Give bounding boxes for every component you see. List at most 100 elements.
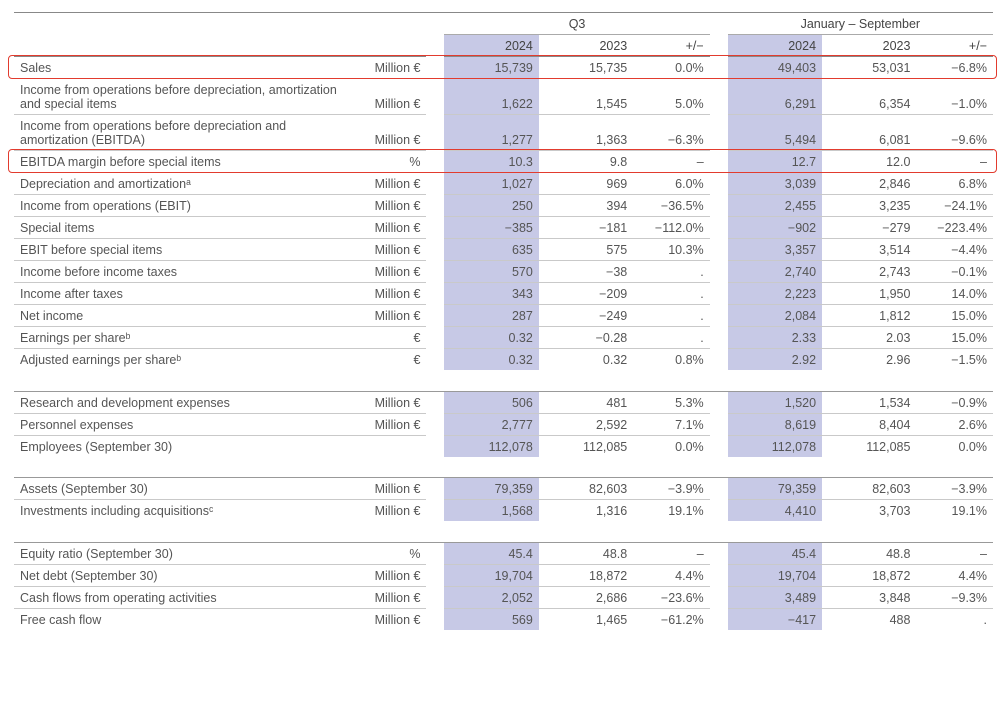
cell-q3-2023: −181 — [539, 217, 633, 239]
cell-q3-2024: 287 — [444, 305, 538, 327]
cell-ytd-2024: 8,619 — [728, 413, 822, 435]
cell-ytd-delta: 15.0% — [916, 305, 993, 327]
cell-ytd-2024: 3,357 — [728, 239, 822, 261]
cell-q3-delta: −6.3% — [633, 115, 709, 151]
cell-q3-2023: 2,686 — [539, 586, 633, 608]
cell-q3-2023: 481 — [539, 391, 633, 413]
cell-q3-delta: 0.8% — [633, 349, 709, 371]
cell-q3-2024: −385 — [444, 217, 538, 239]
cell-ytd-2023: 3,235 — [822, 195, 916, 217]
cell-ytd-2024: 3,489 — [728, 586, 822, 608]
cell-ytd-2023: 2,743 — [822, 261, 916, 283]
cell-ytd-2023: 8,404 — [822, 413, 916, 435]
cell-ytd-2024: 45.4 — [728, 542, 822, 564]
cell-q3-2024: 1,622 — [444, 79, 538, 115]
table-row: Income before income taxesMillion €570−3… — [14, 261, 993, 283]
cell-q3-delta: 0.0% — [633, 435, 709, 457]
col-q3-2023: 2023 — [539, 35, 633, 57]
cell-q3-2024: 2,777 — [444, 413, 538, 435]
cell-q3-delta: . — [633, 305, 709, 327]
row-unit: % — [353, 151, 426, 173]
cell-ytd-2023: −279 — [822, 217, 916, 239]
cell-ytd-2023: 3,703 — [822, 500, 916, 522]
row-unit: Million € — [353, 391, 426, 413]
table-row: Income from operations before depreciati… — [14, 115, 993, 151]
cell-ytd-delta: −9.3% — [916, 586, 993, 608]
table-row: Personnel expensesMillion €2,7772,5927.1… — [14, 413, 993, 435]
table-row: Free cash flowMillion €5691,465−61.2%−41… — [14, 608, 993, 630]
cell-q3-delta: – — [633, 542, 709, 564]
row-label: Free cash flow — [14, 608, 353, 630]
row-unit: Million € — [353, 478, 426, 500]
cell-q3-delta: . — [633, 327, 709, 349]
cell-ytd-2024: 6,291 — [728, 79, 822, 115]
cell-ytd-2024: 79,359 — [728, 478, 822, 500]
cell-q3-2024: 19,704 — [444, 564, 538, 586]
cell-ytd-2024: 2,455 — [728, 195, 822, 217]
cell-q3-2023: 9.8 — [539, 151, 633, 173]
cell-ytd-2024: −902 — [728, 217, 822, 239]
row-label: Cash flows from operating activities — [14, 586, 353, 608]
cell-ytd-2023: 12.0 — [822, 151, 916, 173]
row-label: Investments including acquisitionsᶜ — [14, 500, 353, 522]
cell-ytd-2024: 112,078 — [728, 435, 822, 457]
cell-q3-delta: 19.1% — [633, 500, 709, 522]
table-row: Cash flows from operating activitiesMill… — [14, 586, 993, 608]
period-q3: Q3 — [444, 13, 709, 35]
row-unit: Million € — [353, 564, 426, 586]
cell-ytd-delta: −1.5% — [916, 349, 993, 371]
row-unit: Million € — [353, 115, 426, 151]
cell-ytd-2024: 4,410 — [728, 500, 822, 522]
cell-q3-2023: −209 — [539, 283, 633, 305]
cell-ytd-delta: 15.0% — [916, 327, 993, 349]
cell-q3-delta: 6.0% — [633, 173, 709, 195]
cell-ytd-2024: 49,403 — [728, 57, 822, 79]
table-body: SalesMillion €15,73915,7350.0%49,40353,0… — [14, 57, 993, 637]
table-row: Assets (September 30)Million €79,35982,6… — [14, 478, 993, 500]
row-label: Adjusted earnings per shareᵇ — [14, 349, 353, 371]
row-unit: Million € — [353, 195, 426, 217]
cell-q3-delta: −36.5% — [633, 195, 709, 217]
row-label: Equity ratio (September 30) — [14, 542, 353, 564]
cell-q3-delta: – — [633, 151, 709, 173]
cell-q3-2023: 575 — [539, 239, 633, 261]
cell-q3-2024: 45.4 — [444, 542, 538, 564]
cell-ytd-2023: 53,031 — [822, 57, 916, 79]
cell-ytd-delta: . — [916, 608, 993, 630]
cell-ytd-delta: 19.1% — [916, 500, 993, 522]
cell-q3-2024: 0.32 — [444, 349, 538, 371]
cell-ytd-2023: 6,354 — [822, 79, 916, 115]
table-row: Employees (September 30)112,078112,0850.… — [14, 435, 993, 457]
table-row: Net debt (September 30)Million €19,70418… — [14, 564, 993, 586]
row-label: Personnel expenses — [14, 413, 353, 435]
cell-q3-delta: 5.3% — [633, 391, 709, 413]
cell-ytd-delta: −1.0% — [916, 79, 993, 115]
col-ytd-2024: 2024 — [728, 35, 822, 57]
row-label: Net income — [14, 305, 353, 327]
row-label: Net debt (September 30) — [14, 564, 353, 586]
cell-ytd-2024: 2,223 — [728, 283, 822, 305]
row-unit: € — [353, 327, 426, 349]
cell-ytd-delta: −24.1% — [916, 195, 993, 217]
cell-ytd-delta: – — [916, 151, 993, 173]
cell-q3-2024: 1,277 — [444, 115, 538, 151]
cell-q3-2023: 0.32 — [539, 349, 633, 371]
cell-q3-2024: 250 — [444, 195, 538, 217]
table-row: Investments including acquisitionsᶜMilli… — [14, 500, 993, 522]
period-ytd: January – September — [728, 13, 993, 35]
cell-q3-delta: 7.1% — [633, 413, 709, 435]
cell-ytd-2024: 2.33 — [728, 327, 822, 349]
row-label: Income from operations before depreciati… — [14, 79, 353, 115]
row-unit: Million € — [353, 283, 426, 305]
table-row: Net incomeMillion €287−249.2,0841,81215.… — [14, 305, 993, 327]
cell-ytd-delta: 14.0% — [916, 283, 993, 305]
table-row: Income after taxesMillion €343−209.2,223… — [14, 283, 993, 305]
table-row: Income from operations (EBIT)Million € 25… — [14, 195, 993, 217]
table-row: Adjusted earnings per shareᵇ€0.320.320.8… — [14, 349, 993, 371]
cell-q3-delta: 4.4% — [633, 564, 709, 586]
row-label: Income from operations (EBIT) — [14, 195, 353, 217]
cell-q3-2024: 570 — [444, 261, 538, 283]
cell-q3-2024: 10.3 — [444, 151, 538, 173]
cell-ytd-2024: 5,494 — [728, 115, 822, 151]
cell-q3-2023: 1,316 — [539, 500, 633, 522]
